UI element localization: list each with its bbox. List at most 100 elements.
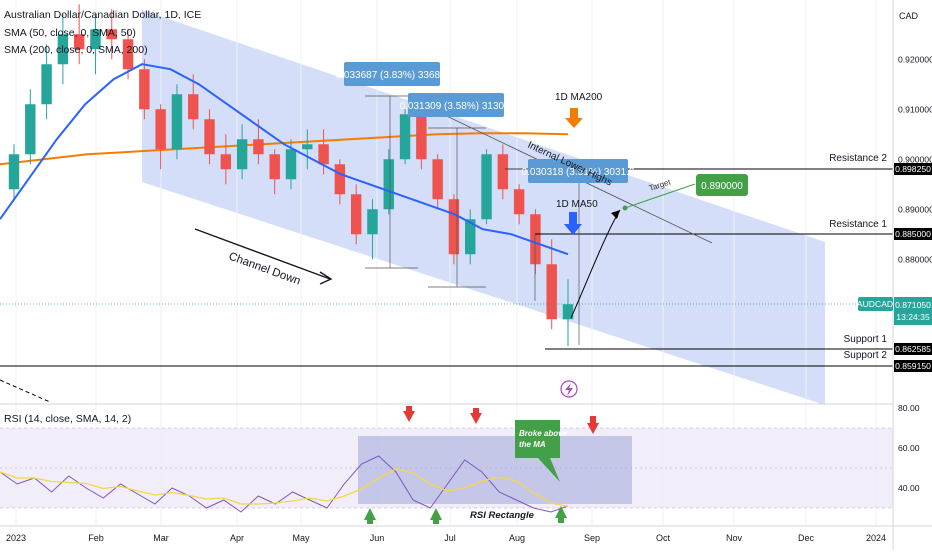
candle-body xyxy=(546,264,557,320)
rsi-down-arrow-3-shaft xyxy=(590,416,596,424)
target-line xyxy=(624,183,696,209)
measurement-2 xyxy=(428,127,486,288)
candle-body xyxy=(350,194,362,235)
candle-body xyxy=(204,119,215,155)
candle-body xyxy=(318,144,329,165)
time-tick: Dec xyxy=(798,533,815,543)
sma200-legend[interactable]: SMA (200, close, 0, SMA, 200) xyxy=(4,44,148,56)
candle-body xyxy=(530,214,541,265)
resistance-2-price: 0.898250 xyxy=(895,164,931,174)
countdown: 13:24:35 xyxy=(896,312,930,322)
candle-body xyxy=(106,29,117,40)
rsi-callout-text-2: the MA xyxy=(519,440,546,449)
time-tick: Nov xyxy=(726,533,743,543)
ticker-tag xyxy=(858,297,893,311)
candle-body xyxy=(41,64,52,105)
lightning-icon-bolt xyxy=(565,383,573,396)
candle-body xyxy=(171,94,183,150)
time-tick: Jul xyxy=(444,533,456,543)
resistance-1-price: 0.885000 xyxy=(895,229,931,239)
candle-body xyxy=(448,199,460,255)
resistance-1-label: Resistance 1 xyxy=(829,219,887,230)
rsi-up-arrow-1 xyxy=(364,508,376,520)
candle-body xyxy=(367,209,378,235)
target-price-text: 0.890000 xyxy=(701,181,743,192)
ma50-arrow xyxy=(564,224,582,235)
time-tick: Aug xyxy=(509,533,525,543)
candle-body xyxy=(399,114,411,160)
sma50-layer xyxy=(0,63,569,256)
rsi-up-arrow-3 xyxy=(555,506,567,518)
ticker-tag-text: AUDCAD xyxy=(857,299,893,309)
projection-arrowhead xyxy=(611,210,620,219)
sma50-line xyxy=(0,63,569,256)
time-tick: Jun xyxy=(370,533,385,543)
target-price-box xyxy=(696,174,748,196)
measure-2-box xyxy=(408,93,504,117)
resistance-2-label: Resistance 2 xyxy=(829,153,887,164)
candle-body xyxy=(285,149,297,180)
price-tick: 0.920000 xyxy=(898,54,932,64)
support-2-price: 0.859150 xyxy=(895,361,931,371)
ma200-arrow-shaft xyxy=(570,108,578,118)
ma50-arrow-shaft xyxy=(569,212,577,224)
support-1-price: 0.862585 xyxy=(895,344,931,354)
rsi-tick-80: 80.00 xyxy=(898,403,920,413)
support-1-label: Support 1 xyxy=(844,334,888,345)
time-tick: Oct xyxy=(656,533,671,543)
time-tick: Feb xyxy=(88,533,104,543)
currency-label: CAD xyxy=(899,11,919,21)
measure-1-text: 0.033687 (3.83%) 3368.7 xyxy=(336,70,449,81)
rsi-down-arrow-2-shaft xyxy=(473,408,479,414)
projection-arrow xyxy=(570,209,621,319)
rsi-down-arrow-1-shaft xyxy=(406,406,412,412)
rsi-up-arrow-1-shaft xyxy=(367,519,373,524)
candle-body xyxy=(562,304,574,320)
resistance-1-price-tag xyxy=(894,228,932,240)
candle-body xyxy=(188,94,199,120)
candle-body xyxy=(513,189,525,215)
measure-3-text: 0.030318 (3.51%) 3031.8 xyxy=(522,167,635,178)
support-2-price-tag xyxy=(894,360,932,372)
candle-body xyxy=(334,164,346,195)
candle-body xyxy=(481,154,492,220)
sma50-legend[interactable]: SMA (50, close, 0, SMA, 50) xyxy=(4,27,136,39)
measure-3-box xyxy=(528,159,628,183)
rsi-line xyxy=(0,455,569,513)
rsi-down-arrow-2 xyxy=(470,413,482,424)
rsi-up-arrow-3-shaft xyxy=(558,517,564,523)
candle-body xyxy=(432,159,443,200)
candle-body xyxy=(73,34,85,50)
rsi-down-arrow-3 xyxy=(587,423,599,434)
time-tick: 2024 xyxy=(866,533,886,543)
rsi-tick-40: 40.00 xyxy=(898,483,920,493)
symbol-title[interactable]: Australian Dollar/Canadian Dollar, 1D, I… xyxy=(4,9,202,21)
rsi-legend[interactable]: RSI (14, close, SMA, 14, 2) xyxy=(4,413,132,425)
rsi-down-arrow-1 xyxy=(403,411,415,422)
candle-layer xyxy=(8,4,574,347)
rsi-up-arrow-2 xyxy=(430,508,442,520)
candle-body xyxy=(90,29,101,50)
candle-body xyxy=(57,34,69,65)
time-tick: 2023 xyxy=(6,533,26,543)
ma200-label: 1D MA200 xyxy=(555,92,603,103)
candle-body xyxy=(497,154,509,190)
price-axis[interactable]: 0.920000 0.910000 0.900000 0.890000 0.880000 xyxy=(898,54,932,264)
target-start-dot xyxy=(622,205,628,211)
ma50-label: 1D MA50 xyxy=(556,199,598,210)
candle-body xyxy=(25,104,36,155)
candle-body xyxy=(8,154,20,190)
rsi-tick-60: 60.00 xyxy=(898,443,920,453)
channel-down-arrow xyxy=(194,228,331,280)
rsi-callout-text-1: Broke above xyxy=(519,429,568,438)
lightning-icon[interactable] xyxy=(560,380,578,398)
time-axis[interactable]: 2023 Feb Mar Apr May Jun Jul Aug Sep Oct Nov Dec 202… xyxy=(6,533,886,543)
last-price: 0.871050 xyxy=(895,300,931,310)
time-tick: May xyxy=(292,533,310,543)
support-2-label: Support 2 xyxy=(844,350,888,361)
rsi-rectangle[interactable] xyxy=(358,436,632,504)
last-price-tag xyxy=(894,297,932,325)
candle-body xyxy=(220,154,232,170)
time-tick: Apr xyxy=(230,533,244,543)
